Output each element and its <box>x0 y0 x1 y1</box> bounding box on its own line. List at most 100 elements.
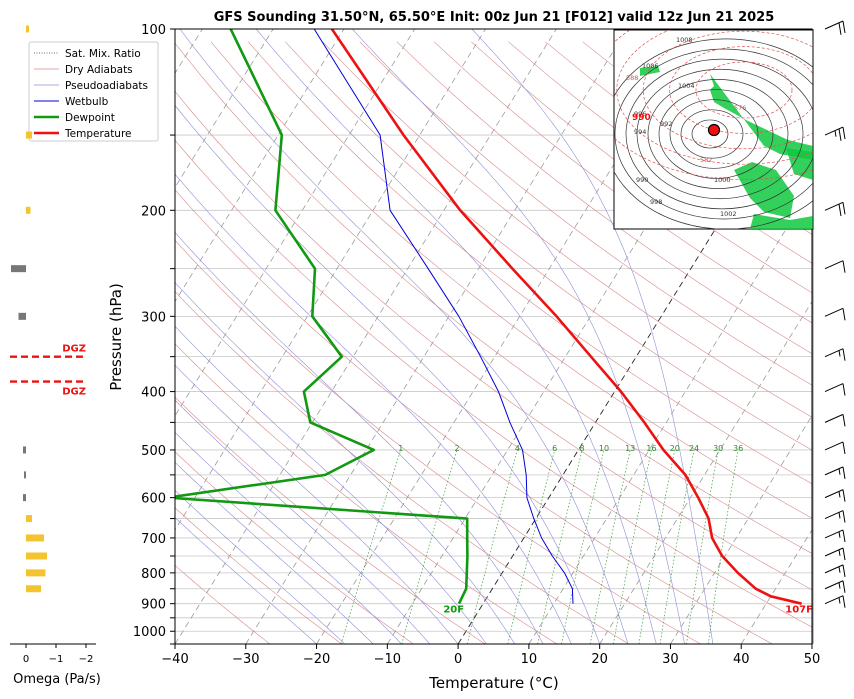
omega-tick-label: 0 <box>23 654 29 665</box>
wind-barb <box>824 595 846 608</box>
x-tick-label: 0 <box>454 652 462 667</box>
x-tick-label: 10 <box>521 652 538 667</box>
dgz-label: DGZ <box>62 344 86 355</box>
dry-adiabat <box>175 507 342 644</box>
isobar-contour <box>614 38 813 229</box>
contour-label: 998 <box>650 198 662 206</box>
pseudoadiabat <box>175 231 544 644</box>
mixing-ratio-label: 13 <box>625 444 635 453</box>
dry-adiabat <box>175 564 271 644</box>
isotherm <box>740 529 812 644</box>
mixing-ratio-label: 4 <box>515 444 520 453</box>
omega-bar <box>24 471 26 479</box>
mixing-ratio-label: 20 <box>670 444 680 453</box>
omega-bar <box>26 534 44 542</box>
chart-title: GFS Sounding 31.50°N, 65.50°E Init: 00z … <box>214 10 775 25</box>
contour-label: 1006 <box>642 62 659 70</box>
dry-adiabat <box>359 41 812 386</box>
wind-barb <box>824 260 846 273</box>
wind-barb <box>824 383 846 396</box>
dry-adiabat <box>285 41 812 451</box>
pseudoadiabat <box>255 29 657 644</box>
dry-adiabat <box>175 396 486 644</box>
wetbulb-line <box>313 29 574 604</box>
isobar-contour <box>680 109 744 159</box>
dry-adiabat <box>175 42 812 554</box>
contour-label: 1002 <box>720 210 737 218</box>
surface-temp-label: 107F <box>785 604 813 615</box>
isotherm <box>245 29 628 644</box>
y-tick-label: 1000 <box>133 625 166 640</box>
isotherm <box>175 29 486 531</box>
dry-adiabat <box>175 343 558 644</box>
wind-barb <box>824 348 846 361</box>
mixing-ratio-label: 30 <box>713 444 723 453</box>
x-tick-label: −20 <box>303 652 330 667</box>
isotherm <box>528 186 812 644</box>
wind-barb <box>824 580 846 593</box>
contour-label: 582 <box>700 156 712 164</box>
isotherm <box>599 300 812 644</box>
mixing-ratio-label: 1 <box>398 444 403 453</box>
omega-tick-label: −1 <box>49 654 64 665</box>
wind-barb <box>824 564 846 577</box>
temperature-line <box>330 29 802 605</box>
isobar-contour <box>614 48 813 220</box>
inset-map: 1008 1006 1004 1000 998 996 994 992 990 1002 588 57… <box>613 29 814 230</box>
wind-barb <box>824 489 846 502</box>
legend: Sat. Mix. Ratio Dry Adiabats Pseudoadiabat… <box>28 41 159 142</box>
plot-frame <box>174 28 813 645</box>
dry-adiabat <box>175 291 629 644</box>
dry-adiabat <box>175 239 701 644</box>
wind-barb <box>824 510 846 523</box>
isobar-contour <box>691 119 729 149</box>
mixing-ratio-label: 16 <box>646 444 656 453</box>
isobar-contour <box>647 79 789 189</box>
contour-label: 576 <box>734 104 746 112</box>
wind-barb <box>824 307 846 321</box>
contour-label: 1004 <box>678 82 695 90</box>
isobar-contour <box>658 89 774 179</box>
height-contour <box>616 30 813 165</box>
mixing-ratio-label: 8 <box>580 444 585 453</box>
pseudoadiabat <box>175 399 431 644</box>
omega-bar <box>23 494 26 502</box>
y-tick-label: 500 <box>141 444 166 459</box>
legend-label: Dry Adiabats <box>65 64 133 76</box>
y-axis-label: Pressure (hPa) <box>107 283 125 391</box>
isotherm <box>175 29 416 417</box>
contour-label: 1008 <box>676 36 693 44</box>
omega-tick-label: −2 <box>79 654 94 665</box>
isotherm <box>811 643 812 644</box>
mixing-ratio-line <box>537 449 583 644</box>
y-tick-label: 300 <box>141 310 166 325</box>
mixing-ratio-label: 2 <box>455 444 460 453</box>
y-tick-label: 700 <box>141 532 166 547</box>
dry-adiabat <box>175 451 414 644</box>
omega-panel: 0 −1 −2 DGZ DGZ <box>10 25 96 665</box>
y-tick-label: 100 <box>141 23 166 38</box>
wind-barb <box>824 413 846 427</box>
mixing-ratio-line <box>708 449 739 644</box>
legend-label: Temperature <box>64 128 132 140</box>
omega-bar <box>18 312 26 320</box>
mixing-ratio-label: 10 <box>599 444 609 453</box>
dewpoint-line <box>175 29 469 605</box>
pseudoadiabat <box>175 325 487 644</box>
height-contour <box>669 46 813 134</box>
wind-barb <box>824 20 846 35</box>
pseudoadiabat <box>175 490 346 644</box>
pseudoadiabat <box>175 282 515 644</box>
isobar-contour <box>636 68 804 200</box>
isobar-contour <box>625 58 813 210</box>
omega-bar <box>11 265 26 273</box>
contour-label: 588 <box>626 74 638 82</box>
omega-bar <box>26 569 46 577</box>
surface-temp-label: 20F <box>443 604 464 615</box>
isotherm <box>175 29 274 189</box>
omega-bar <box>26 131 32 139</box>
omega-bar <box>26 515 32 523</box>
height-contour <box>642 30 813 150</box>
contour-highlight-label: 990 <box>632 113 651 123</box>
